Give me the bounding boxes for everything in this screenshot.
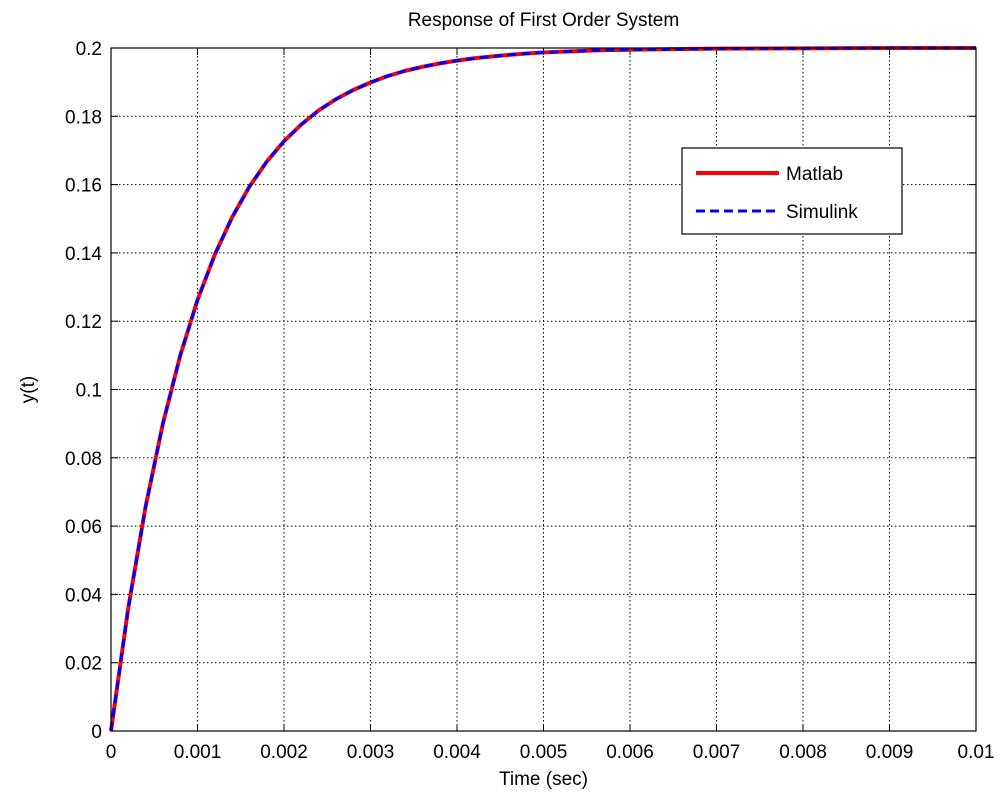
y-tick-label: 0.04 <box>65 585 102 606</box>
x-tick-label: 0.007 <box>693 742 741 763</box>
tick-labels: 0 0.001 0.002 0.003 0.004 0.005 0.006 0.007 0.00… <box>65 39 994 763</box>
legend-box <box>681 147 903 235</box>
legend-label-matlab: Matlab <box>786 164 843 185</box>
x-tick-label: 0.009 <box>866 742 914 763</box>
y-tick-label: 0.16 <box>65 176 102 197</box>
x-axis-label: Time (sec) <box>499 769 588 790</box>
y-tick-label: 0 <box>91 722 102 743</box>
legend-label-simulink: Simulink <box>786 202 858 223</box>
plot-frame <box>110 47 977 732</box>
x-tick-label: 0.004 <box>433 742 481 763</box>
x-tick-label: 0 <box>106 742 117 763</box>
y-tick-label: 0.1 <box>76 381 102 402</box>
x-tick-label: 0.001 <box>174 742 222 763</box>
y-tick-label: 0.06 <box>65 517 102 538</box>
y-tick-label: 0.14 <box>65 244 102 265</box>
y-tick-label: 0.02 <box>65 654 102 675</box>
y-tick-label: 0.18 <box>65 107 102 128</box>
legend: Matlab Simulink <box>681 147 903 235</box>
series-line-simulink <box>109 46 976 732</box>
x-tick-label: 0.005 <box>520 742 568 763</box>
y-tick-label: 0.12 <box>65 312 102 333</box>
x-tick-label: 0.006 <box>606 742 654 763</box>
x-tick-label: 0.003 <box>347 742 395 763</box>
y-tick-label: 0.2 <box>76 39 102 60</box>
series-lines <box>109 46 976 732</box>
y-tick-label: 0.08 <box>65 449 102 470</box>
x-tick-label: 0.008 <box>779 742 827 763</box>
x-tick-label: 0.002 <box>260 742 308 763</box>
x-tick-label: 0.01 <box>958 742 995 763</box>
grid-lines <box>111 48 976 731</box>
y-axis-label: y(t) <box>18 376 39 403</box>
chart-title: Response of First Order System <box>408 10 679 31</box>
